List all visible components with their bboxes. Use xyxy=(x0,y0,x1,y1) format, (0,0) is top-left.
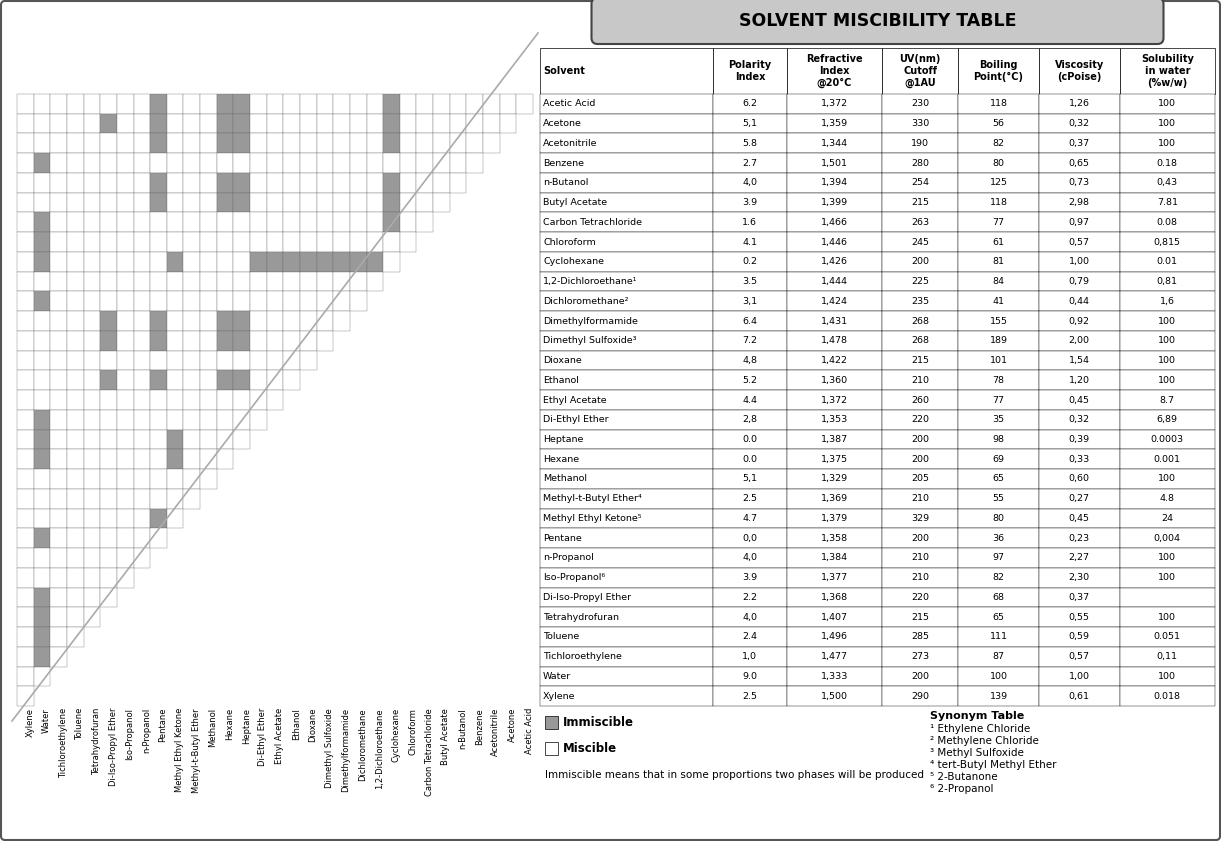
Text: Benzene: Benzene xyxy=(543,159,584,167)
Bar xyxy=(484,134,499,153)
Text: 1,368: 1,368 xyxy=(821,593,847,602)
Bar xyxy=(1039,232,1120,252)
Text: 0,65: 0,65 xyxy=(1068,159,1090,167)
Bar xyxy=(350,134,366,153)
Bar xyxy=(200,410,217,430)
Bar xyxy=(958,370,1039,390)
Bar xyxy=(1039,272,1120,292)
Bar xyxy=(333,311,350,331)
Bar xyxy=(266,272,283,292)
Text: Tichloroethylene: Tichloroethylene xyxy=(59,708,67,778)
Bar xyxy=(150,114,167,134)
Bar xyxy=(150,449,167,469)
Bar xyxy=(300,94,316,114)
Bar xyxy=(540,232,713,252)
Bar xyxy=(50,114,67,134)
Bar xyxy=(150,272,167,292)
Bar xyxy=(67,292,83,311)
Text: 100: 100 xyxy=(1159,119,1176,128)
Bar xyxy=(133,292,150,311)
Text: Hexane: Hexane xyxy=(225,708,234,740)
Bar xyxy=(540,134,713,153)
Bar xyxy=(34,548,50,568)
Bar xyxy=(466,114,484,134)
Bar xyxy=(882,134,958,153)
Bar xyxy=(283,252,300,272)
Bar xyxy=(713,213,786,232)
Bar xyxy=(316,153,333,173)
Bar xyxy=(133,94,150,114)
Bar xyxy=(17,370,34,390)
Bar xyxy=(266,94,283,114)
Text: 205: 205 xyxy=(911,474,929,484)
Text: Toluene: Toluene xyxy=(76,708,84,740)
Bar xyxy=(882,469,958,489)
Text: 35: 35 xyxy=(993,415,1005,424)
Text: 290: 290 xyxy=(911,691,929,701)
Bar xyxy=(713,48,786,94)
Text: 1,353: 1,353 xyxy=(821,415,847,424)
Bar xyxy=(133,311,150,331)
Text: 5,1: 5,1 xyxy=(742,119,757,128)
Bar xyxy=(882,232,958,252)
Bar xyxy=(50,548,67,568)
Bar xyxy=(713,94,786,114)
Bar xyxy=(50,528,67,548)
Bar xyxy=(449,153,466,173)
Text: 3.5: 3.5 xyxy=(742,277,757,286)
Bar xyxy=(786,114,882,134)
Bar xyxy=(150,370,167,390)
Text: Dimethyl Sulfoxide³: Dimethyl Sulfoxide³ xyxy=(543,336,636,346)
Text: ² Methylene Chloride: ² Methylene Chloride xyxy=(930,736,1039,746)
Text: 1,424: 1,424 xyxy=(821,297,847,306)
Bar xyxy=(958,331,1039,351)
Bar xyxy=(200,173,217,193)
Bar xyxy=(350,292,366,311)
Bar xyxy=(1039,48,1120,94)
Text: Ethyl Acetate: Ethyl Acetate xyxy=(543,395,607,405)
Bar xyxy=(183,351,200,370)
Bar xyxy=(83,134,100,153)
Bar xyxy=(217,193,233,213)
Bar xyxy=(183,94,200,114)
Bar xyxy=(117,548,133,568)
Text: Benzene: Benzene xyxy=(475,708,484,745)
Bar xyxy=(250,153,266,173)
Text: 200: 200 xyxy=(911,534,929,542)
Bar xyxy=(713,607,786,627)
Bar xyxy=(217,134,233,153)
Bar xyxy=(958,410,1039,430)
Text: 230: 230 xyxy=(911,99,929,108)
Bar xyxy=(1039,94,1120,114)
Bar xyxy=(540,94,713,114)
Bar xyxy=(1120,390,1215,410)
Bar xyxy=(50,449,67,469)
Text: 273: 273 xyxy=(911,652,929,661)
Bar xyxy=(1120,410,1215,430)
Bar xyxy=(100,489,117,509)
Bar xyxy=(1039,311,1120,331)
Text: 0,37: 0,37 xyxy=(1068,593,1090,602)
Text: Methanol: Methanol xyxy=(543,474,587,484)
Bar xyxy=(1039,292,1120,311)
Text: 101: 101 xyxy=(989,356,1007,365)
Bar xyxy=(882,647,958,667)
Bar xyxy=(882,153,958,173)
Text: 1,501: 1,501 xyxy=(821,159,847,167)
Bar xyxy=(34,568,50,588)
Bar xyxy=(50,410,67,430)
Bar xyxy=(350,114,366,134)
Bar xyxy=(416,153,433,173)
Bar xyxy=(540,469,713,489)
Bar xyxy=(333,134,350,153)
Text: 1,6: 1,6 xyxy=(1160,297,1175,306)
Bar xyxy=(34,410,50,430)
Bar xyxy=(50,232,67,252)
Bar xyxy=(786,667,882,686)
Bar xyxy=(786,193,882,213)
Bar xyxy=(200,311,217,331)
Text: 263: 263 xyxy=(911,218,929,227)
Text: 0.001: 0.001 xyxy=(1154,455,1181,463)
Bar xyxy=(100,292,117,311)
